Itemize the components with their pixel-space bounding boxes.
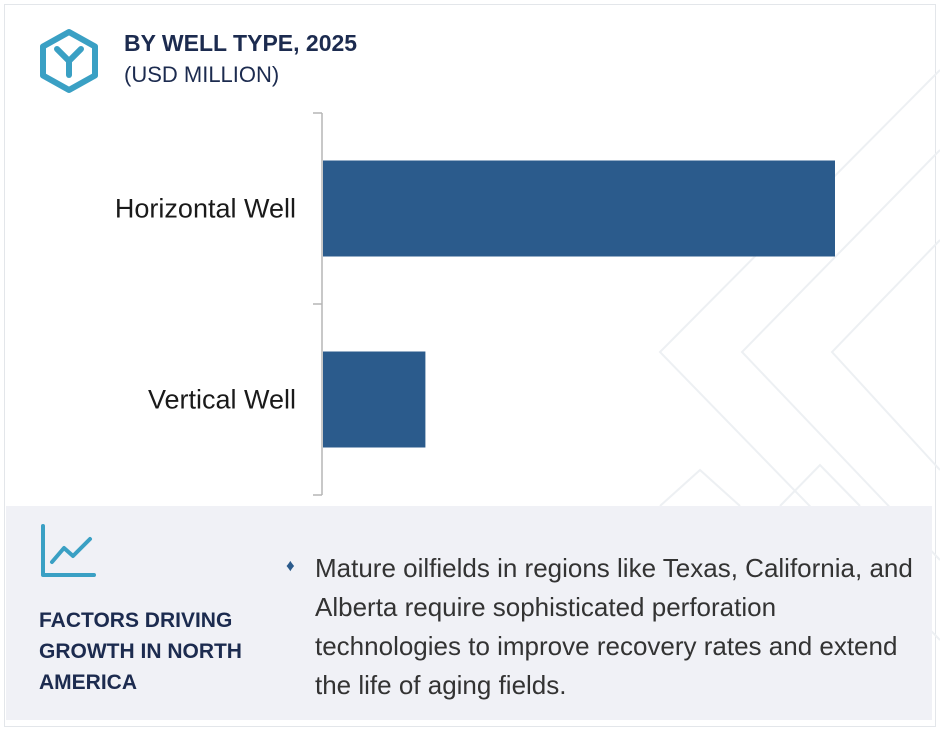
diamond-bullet-icon: ♦ bbox=[286, 556, 295, 575]
chart-subtitle: (USD MILLION) bbox=[124, 62, 280, 87]
bar-chart: Horizontal Well Vertical Well bbox=[115, 112, 835, 496]
factors-panel: FACTORS DRIVING GROWTH IN NORTH AMERICA … bbox=[6, 506, 932, 720]
line-chart-icon bbox=[41, 524, 96, 577]
factors-description: Mature oilfields in regions like Texas, … bbox=[315, 553, 913, 700]
chart-title: BY WELL TYPE, 2025 bbox=[124, 30, 358, 56]
category-label: Horizontal Well bbox=[115, 194, 296, 224]
factors-heading: FACTORS DRIVING GROWTH IN NORTH AMERICA bbox=[39, 609, 242, 694]
category-label: Vertical Well bbox=[148, 385, 296, 415]
hexagon-y-logo-icon bbox=[40, 29, 98, 93]
bar-vertical-well bbox=[323, 351, 426, 448]
bar-horizontal-well bbox=[323, 160, 835, 257]
